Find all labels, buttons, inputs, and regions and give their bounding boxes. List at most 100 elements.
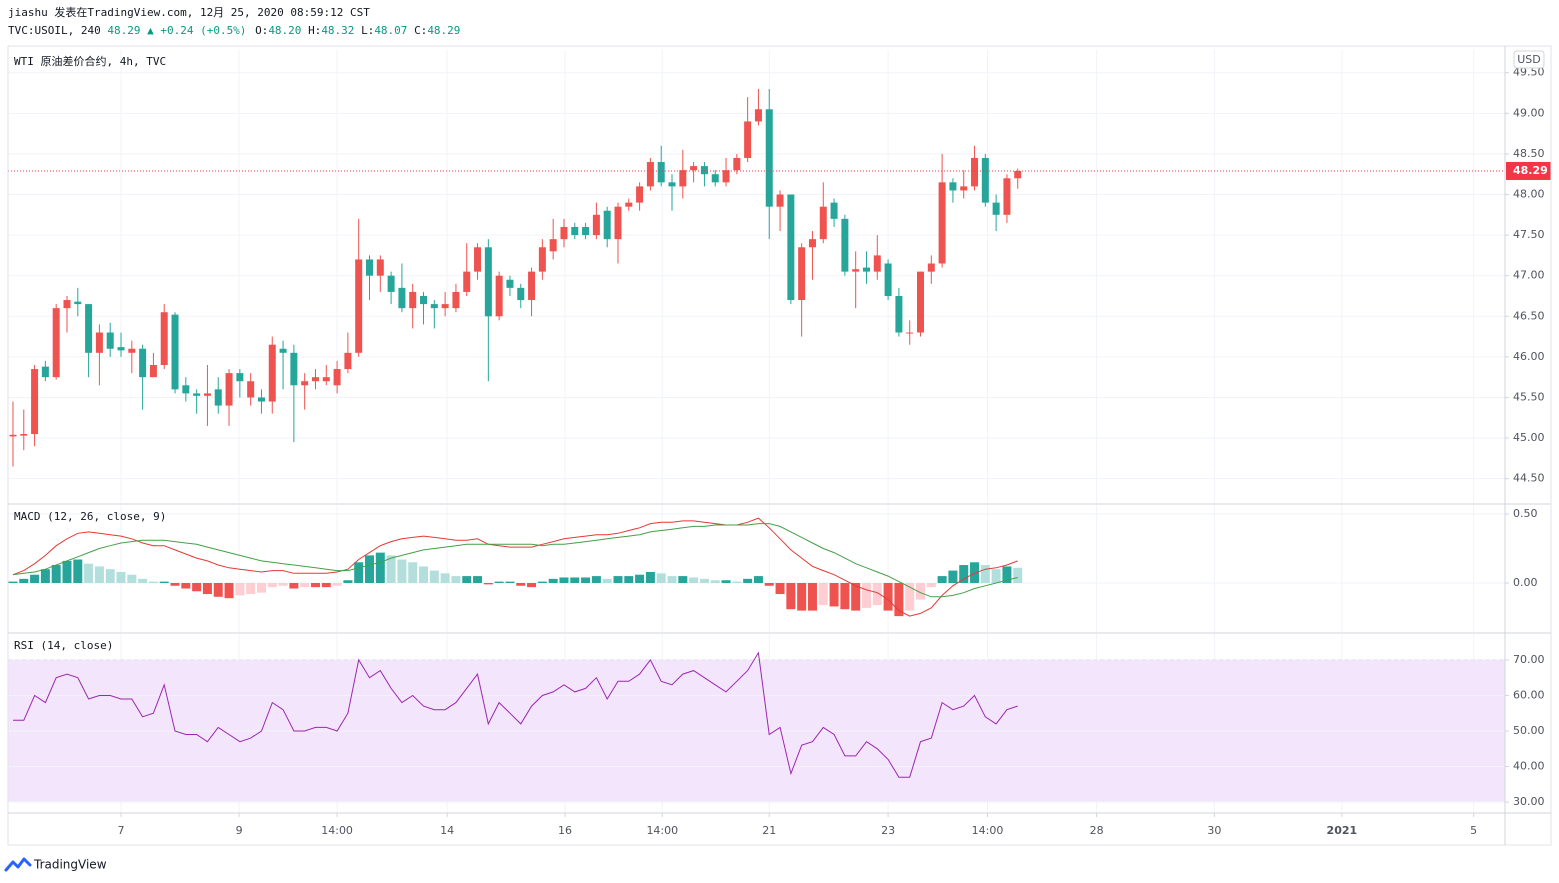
- histogram-bar: [494, 581, 504, 583]
- y-tick-label: 50.00: [1513, 724, 1545, 737]
- candle-body: [31, 369, 39, 434]
- histogram-bar: [138, 578, 148, 583]
- candle-body: [247, 381, 255, 398]
- brand[interactable]: TradingView: [33, 858, 107, 872]
- histogram-bar: [537, 581, 547, 583]
- candle-body: [808, 239, 816, 248]
- histogram-bar: [483, 582, 493, 585]
- histogram-bar: [840, 582, 850, 610]
- histogram-bar: [948, 570, 958, 583]
- candle-body: [63, 300, 71, 309]
- candle-body: [884, 263, 892, 296]
- histogram-bar: [624, 576, 634, 583]
- histogram-bar: [213, 582, 223, 597]
- histogram-bar: [224, 582, 234, 599]
- histogram-bar: [645, 571, 655, 583]
- y-tick-label: 46.00: [1513, 350, 1545, 363]
- candle-body: [852, 269, 860, 272]
- frame: [7, 45, 1552, 846]
- currency-button[interactable]: [1513, 50, 1545, 69]
- quote: 48.29: [107, 24, 140, 37]
- histogram-bar: [256, 582, 266, 593]
- candle-body: [355, 259, 363, 353]
- x-tick-label: 7: [118, 824, 125, 837]
- candle-body: [20, 433, 28, 436]
- candle-body: [733, 157, 741, 171]
- candle-body: [1014, 170, 1022, 179]
- histogram-bar: [851, 582, 861, 611]
- candle-body: [311, 377, 319, 382]
- histogram-bar: [386, 555, 396, 583]
- candle-body: [906, 332, 914, 334]
- candle-body: [754, 109, 762, 122]
- histogram-bar: [267, 582, 277, 588]
- y-tick-label: 45.00: [1513, 431, 1545, 444]
- x-tick-label: 9: [236, 824, 243, 837]
- histogram-bar: [235, 582, 245, 596]
- candle-body: [776, 194, 784, 207]
- histogram-bar: [148, 581, 158, 583]
- y-tick-label: 49.00: [1513, 106, 1545, 119]
- candle-body: [376, 259, 384, 276]
- histogram-bar: [429, 570, 439, 583]
- currency[interactable]: USD: [1517, 53, 1541, 66]
- histogram-bar: [159, 581, 169, 583]
- indicator-line: [12, 523, 1018, 598]
- histogram-bar: [170, 582, 180, 586]
- candle-body: [203, 393, 211, 396]
- candle-body: [841, 218, 849, 272]
- histogram-bar: [570, 577, 580, 583]
- histogram-bar: [419, 566, 429, 583]
- candle-body: [420, 295, 428, 305]
- histogram-bar: [980, 565, 990, 583]
- candle-body: [992, 202, 1000, 215]
- candle-body: [52, 308, 60, 378]
- candle-body: [322, 377, 330, 382]
- histogram-bar: [678, 576, 688, 583]
- histogram-bar: [1002, 566, 1012, 583]
- candle-body: [1003, 178, 1011, 215]
- x-tick-label: 14:00: [972, 824, 1004, 837]
- candle-body: [830, 202, 838, 219]
- histogram-bar: [30, 574, 40, 583]
- candle-body: [938, 182, 946, 264]
- histogram-bar: [73, 559, 83, 583]
- candle-body: [268, 344, 276, 402]
- histogram-bar: [300, 582, 310, 588]
- change: ▲ +0.24 (+0.5%): [147, 24, 246, 37]
- candle-body: [538, 247, 546, 272]
- histogram-bar: [516, 582, 526, 586]
- candle-body: [506, 279, 514, 288]
- x-tick-label: 21: [762, 824, 776, 837]
- last-price-tag: [1506, 161, 1551, 180]
- indicator-line: [13, 651, 1018, 778]
- brand-logo[interactable]: [4, 857, 32, 872]
- y-tick-label: 45.50: [1513, 390, 1545, 403]
- candle-body: [290, 352, 298, 386]
- candle-body: [139, 348, 147, 378]
- candle-body: [960, 186, 968, 191]
- ohlc-value: 48.32: [321, 24, 354, 37]
- candle-body: [744, 121, 752, 158]
- y-tick-label: 47.00: [1513, 269, 1545, 282]
- histogram-bar: [19, 578, 29, 583]
- candle-body: [917, 271, 925, 333]
- ohlc-label: L:: [361, 24, 374, 37]
- histogram-bar: [105, 569, 115, 583]
- y-tick-label: 49.50: [1513, 66, 1545, 79]
- candle-body: [95, 332, 103, 353]
- candle-body: [981, 157, 989, 203]
- histogram-bar: [786, 582, 796, 610]
- histogram-bar: [861, 582, 871, 608]
- histogram-bar: [181, 582, 191, 589]
- x-tick-label: 5: [1470, 824, 1477, 837]
- histogram-bar: [310, 582, 320, 588]
- candle-body: [560, 226, 568, 240]
- y-tick-label: 46.50: [1513, 309, 1545, 322]
- histogram-bar: [916, 582, 926, 600]
- candle-body: [463, 271, 471, 292]
- candle-body: [430, 304, 438, 309]
- histogram-bar: [602, 578, 612, 583]
- histogram-bar: [894, 582, 904, 617]
- ohlc-value: 48.20: [268, 24, 301, 37]
